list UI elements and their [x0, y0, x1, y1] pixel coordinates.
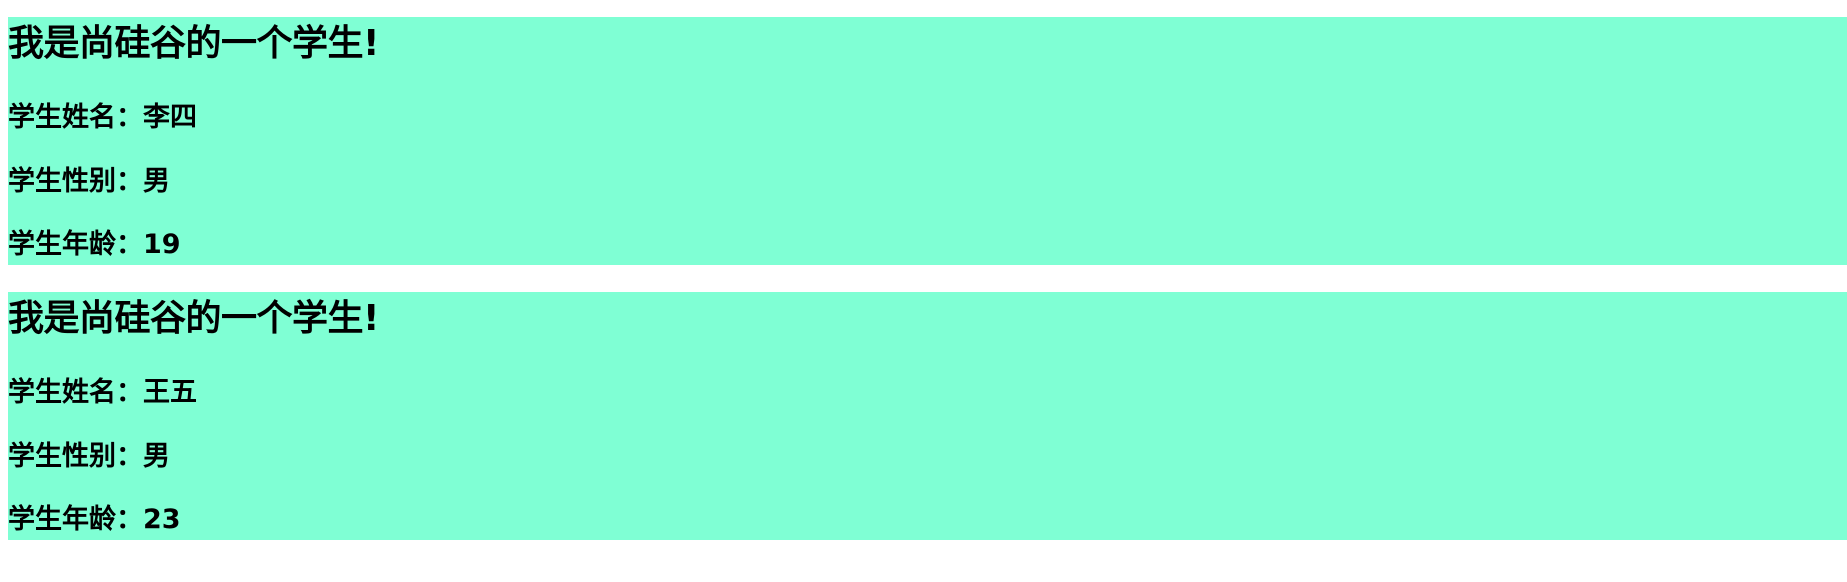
- student-name: 学生姓名：李四: [8, 102, 197, 133]
- student-gender: 学生性别：男: [8, 166, 170, 197]
- student-name: 学生姓名：王五: [8, 377, 197, 408]
- student-card: 我是尚硅谷的一个学生! 学生姓名：李四 学生性别：男 学生年龄：19: [8, 17, 1847, 265]
- student-age: 学生年龄：23: [8, 504, 181, 535]
- student-age: 学生年龄：19: [8, 229, 181, 260]
- student-card-title: 我是尚硅谷的一个学生!: [8, 23, 379, 64]
- student-gender: 学生性别：男: [8, 441, 170, 472]
- student-card-title: 我是尚硅谷的一个学生!: [8, 298, 379, 339]
- student-card: 我是尚硅谷的一个学生! 学生姓名：王五 学生性别：男 学生年龄：23: [8, 292, 1847, 540]
